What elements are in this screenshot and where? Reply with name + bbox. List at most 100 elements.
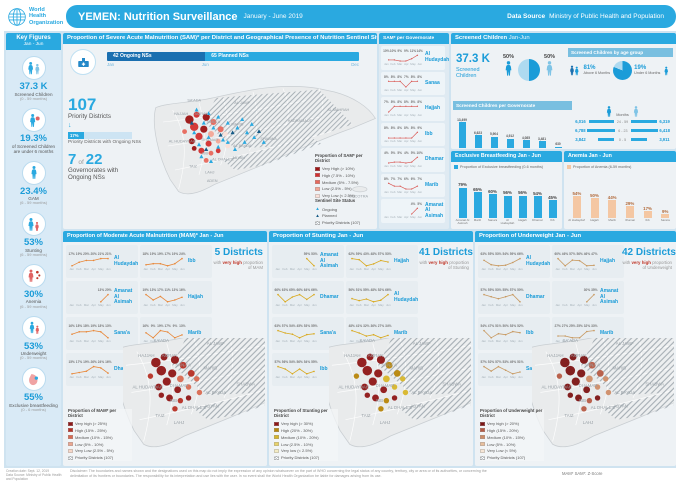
svg-text:LAHJ: LAHJ (174, 420, 185, 425)
trend-sparkline (351, 293, 389, 303)
key-figure-item: 53% Underweight (0 - 59 months) (6, 315, 61, 361)
svg-text:IBB: IBB (376, 398, 383, 403)
legend-label: High (20% - 30%) (281, 427, 313, 433)
bar (608, 200, 617, 218)
trend-card: 8% 8% 8% 7% 8% 8% Jan Feb Mar Apr May Jun Sanaa (381, 71, 445, 95)
female-share: 50% (544, 54, 555, 76)
color-swatch (315, 186, 320, 191)
color-swatch (315, 166, 320, 171)
legend-label: Priority Districts (107) (75, 455, 114, 461)
bar-column: 44% Marib (603, 182, 621, 228)
governorate-label: Ibb (526, 329, 534, 336)
legend-item: Very High (> 10%) (315, 165, 373, 172)
trend-card: 18% 19% 19% 17% 19% 24% Jan Feb Mar Apr May Jun Ibb (140, 245, 212, 278)
trend-sparkline (387, 54, 419, 62)
trend-sparkline (557, 257, 595, 267)
page-period: January - June 2019 (243, 13, 303, 20)
key-figure-sub: (6 - 59 months) (19, 303, 48, 309)
progress-axis: Jan Jun Dec (107, 62, 359, 67)
bar-column: 56% Hajjah (515, 182, 530, 228)
trend-plot: 57% 55% 53% 55% 57% 50% Jan Feb Mar Apr May Jun (480, 282, 524, 313)
bar-value: 54% (533, 190, 542, 196)
color-swatch (274, 435, 279, 440)
svg-text:AL HUDAYDAH: AL HUDAYDAH (132, 384, 162, 389)
bar-column: 54% Al Hudaydah (568, 182, 586, 228)
bar (554, 146, 562, 148)
trend-sparkline (483, 257, 521, 267)
trend-plot: 10% 10% 9% 9% 11% 14% Jan Feb Mar Apr May Jun (383, 47, 423, 69)
legend-item: Priority Districts (107) (480, 454, 544, 461)
bar-value: 9% (662, 208, 669, 214)
age-sex-pyramid: Months 6,016 24 - 59 6,319 6,788 6 - 23 6,418… (571, 105, 674, 144)
legend-swatch (567, 164, 571, 169)
bar-category: Ibb (645, 219, 650, 222)
governorate-label: Sana'a (320, 329, 336, 336)
sam-governorate-title: SAM* per Governorate (379, 33, 449, 44)
color-swatch (68, 428, 73, 433)
key-figures-list: 37.3 K Screened Children (0 - 59 months) 19… (6, 56, 61, 412)
svg-text:AL DHALE'E: AL DHALE'E (388, 405, 413, 410)
key-figure-item: 37.3 K Screened Children (0 - 59 months) (6, 56, 61, 101)
governorate-label: Marib (600, 329, 614, 336)
male-icon (606, 106, 612, 117)
legend-item: Very high (> 20%) (480, 420, 544, 427)
trend-sparkline (100, 293, 109, 303)
yemen-mam-map: SA'ADA AL JAWF AMRAN HAJJAH AL HUDAYDAH SANA'… (123, 338, 265, 448)
bar-value: 50% (590, 192, 599, 198)
trend-card: 8% 7% 7% 6% 6% 7% Jan Feb Mar Apr May Jun Marib (381, 173, 445, 197)
svg-text:AL HUDAYDAH: AL HUDAYDAH (541, 384, 571, 389)
bar-value: 3,481 (538, 136, 546, 141)
governorate-label: Marib (188, 329, 202, 336)
bar-category: Hajjah (590, 219, 599, 222)
key-figure-sub: (0 - 59 months) (19, 355, 48, 361)
bar-value: 54% (572, 190, 582, 196)
trend-values: 8% 7% 7% 6% 6% 7% (384, 176, 422, 181)
underweight-headline: 42 Districts with very high proportion o… (622, 247, 676, 271)
trend-plot: 54% 47% 51% 50% 53% 52% Jan Feb Mar Apr May Jun (480, 318, 524, 349)
stunting-map-legend: Proportion of Stunting per District Very … (274, 408, 338, 461)
governorate-label: Dhamar (425, 156, 444, 162)
screened-total-value: 37.3 K (456, 53, 490, 65)
breastfeeding-panel: Exclusive Breastfeeding Jan - Jun Propor… (451, 151, 562, 229)
bar-category: Ibb (550, 219, 555, 222)
trend-values: 63% 55% 53% 54% 59% 66% (480, 252, 524, 256)
key-figure-item: 23.4% GAM (6 - 59 months) (6, 160, 61, 206)
male-bar (586, 128, 615, 133)
trend-sparkline (71, 365, 109, 375)
color-swatch (68, 448, 73, 453)
svg-text:IBB: IBB (170, 398, 177, 403)
bar (548, 200, 557, 218)
bar-column: 17% Ibb (639, 182, 657, 228)
trend-card: 4% 5% Jan Feb Mar Apr May Jun Amanat Al Asimah (381, 199, 445, 223)
trend-sparkline (71, 329, 109, 339)
key-figure-item: 30% Anemia (6 - 59 months) (6, 263, 61, 309)
trend-values: 13% 20% (97, 288, 112, 292)
trend-values: 57% 56% 54% 56% 54% 55% (274, 360, 318, 364)
svg-text:AL JAWF: AL JAWF (413, 341, 431, 346)
trend-sparkline (387, 131, 419, 139)
svg-text:SANA'A: SANA'A (175, 363, 191, 368)
adults-icon (570, 65, 579, 76)
svg-text:TAIZ: TAIZ (155, 413, 164, 418)
bar-column: 3,481Hajjah (534, 112, 550, 149)
legend-item: High (20% - 30%) (274, 427, 338, 434)
trend-plot: 15% 17% 19% 26% 24% 16% Jan Feb Mar Apr May Jun (68, 354, 112, 385)
mam-headline: 5 Districts with very high proportion of… (213, 247, 263, 271)
bar-value: 4,912 (506, 134, 514, 138)
bar (625, 206, 634, 218)
legend-label: Medium (10% - 15%) (487, 434, 525, 440)
trend-plot: 30% 35% Jan Feb Mar Apr May Jun (554, 282, 598, 313)
female-bar (631, 128, 658, 133)
anemia-legend: Proportion of Anemia (6-59 months) (564, 162, 676, 169)
svg-text:HAJJAH: HAJJAH (547, 353, 563, 358)
svg-text:AL JAWF: AL JAWF (207, 341, 225, 346)
svg-text:TAIZ: TAIZ (564, 413, 573, 418)
bar-column: 56% Al Hudaydah (500, 182, 515, 228)
key-figures-sidebar: Key Figures Jan - Jun 37.3 K Screened Chi… (6, 33, 61, 466)
legend-label: Low (5% - 10%) (75, 441, 104, 447)
legend-item: Medium (10% - 15%) (68, 434, 132, 441)
legend-label: Medium (10% - 15%) (75, 434, 113, 440)
